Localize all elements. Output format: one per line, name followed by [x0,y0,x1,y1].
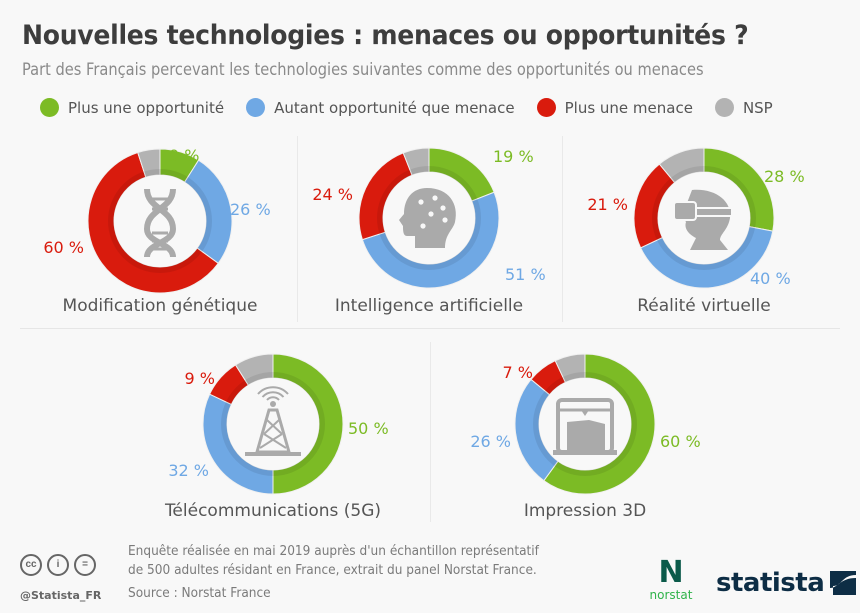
legend-label: NSP [742,98,773,117]
norstat-logo: N norstat [645,555,697,603]
legend-item-both: Autant opportunité que menace [246,98,515,117]
legend: Plus une opportunité Autant opportunité … [40,98,795,117]
value-label-both: 51 % [505,265,546,284]
twitter-handle: @Statista_FR [20,589,102,602]
legend-swatch [40,98,59,117]
vr-headset-icon [673,189,733,250]
value-label-threat: 60 % [43,238,84,257]
legend-item-threat: Plus une menace [536,98,693,117]
value-label-threat: 7 % [503,363,533,382]
donut-intelligence-artificielle: 19 % 51 % 24 % Intelligence artificielle [312,147,545,316]
norstat-letter: N [658,555,684,590]
divider [562,136,563,322]
antenna-tower-icon [245,386,301,456]
legend-item-nsp: NSP [714,98,773,117]
donut-impression-3d: 60 % 26 % 7 % Impression 3D [470,353,701,521]
value-label-both: 26 % [230,200,271,219]
legend-label: Plus une menace [564,98,693,117]
divider [430,342,431,522]
source-text: Source : Norstat France [128,585,271,601]
legend-swatch [714,98,734,117]
chart-title: Nouvelles technologies : menaces ou oppo… [22,20,749,51]
donut-modification-genetique: 9 % 26 % 60 % Modification génétique [43,146,270,316]
chart-name: Impression 3D [524,501,646,521]
no-derivatives-icon: = [74,554,96,576]
divider [20,328,840,329]
legend-swatch [536,98,556,117]
donut-telecommunications-5g: 50 % 32 % 9 % Télécommunications (5G) [164,353,389,521]
legend-swatch [246,98,266,117]
chart-name: Intelligence artificielle [335,296,523,316]
value-label-opportunity: 9 % [169,146,199,165]
norstat-word: norstat [649,588,693,602]
inner-shadow [652,166,756,270]
statista-word: statista [716,568,825,598]
legend-item-opportunity: Plus une opportunité [40,98,224,117]
inner-shadow [533,372,637,476]
3d-printer-icon [553,398,617,455]
divider [297,136,298,322]
value-label-threat: 24 % [312,185,353,204]
legend-label: Autant opportunité que menace [274,98,515,117]
cc-icon: cc [20,554,42,576]
value-label-threat: 9 % [185,369,215,388]
donut-realite-virtuelle: 28 % 40 % 21 % Réalité virtuelle [587,147,805,316]
statista-mark-icon [830,571,857,595]
value-label-opportunity: 28 % [764,167,805,186]
inner-shadow [108,169,212,273]
attribution-icon: i [47,554,69,576]
value-label-both: 32 % [168,461,209,480]
value-label-both: 26 % [470,432,511,451]
value-label-threat: 21 % [587,195,628,214]
value-label-opportunity: 50 % [348,419,389,438]
dna-icon [143,188,177,258]
value-label-both: 40 % [750,269,791,288]
chart-subtitle: Part des Français percevant les technolo… [22,60,704,80]
ai-head-icon [399,188,456,248]
donut-hole [227,378,319,470]
chart-name: Modification génétique [63,296,258,316]
chart-name: Réalité virtuelle [637,296,770,316]
footnote-line1: Enquête réalisée en mai 2019 auprès d'un… [128,543,539,559]
inner-shadow [377,166,481,270]
value-label-opportunity: 19 % [493,147,534,166]
legend-label: Plus une opportunité [68,98,225,117]
footnote-line2: de 500 adultes résidant en France, extra… [128,562,537,578]
donut-hole [114,175,206,267]
inner-shadow [221,372,325,476]
chart-name: Télécommunications (5G) [164,501,381,521]
cc-license: cc i = [20,554,101,576]
statista-logo: statista [716,568,857,598]
value-label-opportunity: 60 % [660,432,701,451]
